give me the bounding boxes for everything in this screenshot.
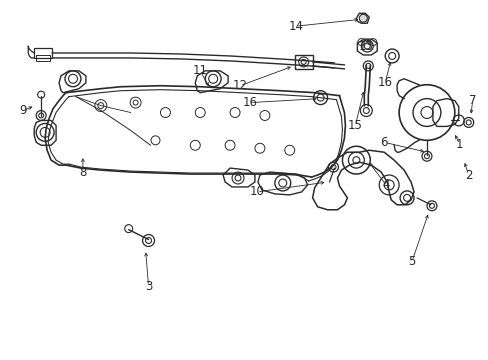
Text: 10: 10: [249, 185, 264, 198]
Circle shape: [359, 14, 366, 22]
Bar: [34, 48, 52, 58]
Bar: [294, 55, 312, 69]
Bar: [36, 55, 50, 61]
Text: 11: 11: [192, 64, 207, 77]
Text: 4: 4: [382, 179, 389, 192]
Text: 1: 1: [455, 138, 463, 151]
Text: 14: 14: [287, 20, 303, 33]
Text: 15: 15: [347, 119, 362, 132]
Text: 6: 6: [380, 136, 387, 149]
Text: 13: 13: [358, 40, 373, 53]
Text: 3: 3: [144, 280, 152, 293]
Text: 16: 16: [242, 96, 257, 109]
Text: 9: 9: [20, 104, 27, 117]
Text: 16: 16: [377, 76, 392, 89]
Text: 5: 5: [407, 255, 415, 268]
Text: 12: 12: [232, 79, 247, 92]
Text: 7: 7: [468, 94, 475, 107]
Text: 8: 8: [79, 166, 86, 179]
Text: 2: 2: [464, 168, 471, 181]
